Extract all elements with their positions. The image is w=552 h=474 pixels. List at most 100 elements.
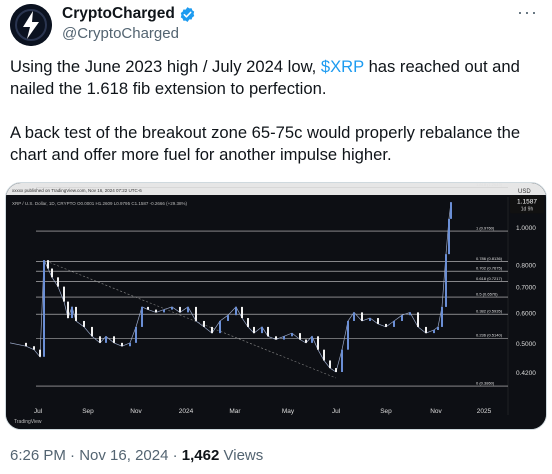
candle xyxy=(147,306,149,310)
y-tick-label: 0.5000 xyxy=(516,341,536,348)
candle xyxy=(393,320,395,327)
x-tick-label: Mar xyxy=(229,408,241,415)
candle xyxy=(267,326,269,337)
candle xyxy=(25,342,27,347)
candle xyxy=(417,312,419,327)
price-badge-value: 1.1587 xyxy=(517,198,537,205)
y-tick-label: 0.7000 xyxy=(516,285,536,292)
candle xyxy=(187,306,189,313)
candle xyxy=(341,349,343,372)
candle xyxy=(91,326,93,337)
bolt-icon xyxy=(10,4,52,46)
separator-dot: · xyxy=(172,447,182,464)
fib-level-label: 0.236 (0.5140) xyxy=(476,333,503,338)
candle xyxy=(203,320,205,327)
fib-level-label: 0.786 (0.8136) xyxy=(476,256,503,261)
separator-dot: · xyxy=(70,447,80,464)
tweet-paragraph-2: A back test of the breakout zone 65-75c … xyxy=(10,123,521,164)
tweet-date[interactable]: Nov 16, 2024 xyxy=(79,447,169,464)
candle xyxy=(353,312,355,321)
currency-label: USD xyxy=(518,189,531,195)
verified-badge-icon xyxy=(180,6,195,22)
candle xyxy=(171,306,173,310)
candle xyxy=(448,218,450,255)
candle xyxy=(425,326,427,334)
symbol-line: XRP / U.S. Dollar, 1D, CRYPTO O0.0001 H1… xyxy=(12,201,187,206)
fib-level-label: 0.702 (0.7675) xyxy=(476,266,503,271)
y-tick-label: 0.6000 xyxy=(516,310,536,317)
tweet-time[interactable]: 6:26 PM xyxy=(10,447,66,464)
fib-level-label: 1 (0.9760) xyxy=(476,226,495,231)
candle xyxy=(377,318,379,324)
candle xyxy=(67,301,69,319)
candle xyxy=(401,315,403,321)
author-handle[interactable]: @CryptoCharged xyxy=(62,25,179,42)
tradingview-logo: TradingView xyxy=(14,419,42,425)
candle xyxy=(291,333,293,337)
x-tick-label: Sep xyxy=(82,408,94,415)
candle xyxy=(33,346,35,350)
x-tick-label: Jul xyxy=(332,408,341,415)
candle xyxy=(99,336,101,343)
candle xyxy=(163,309,165,313)
candle xyxy=(253,326,255,334)
candle xyxy=(385,323,387,327)
candle xyxy=(47,260,49,269)
candle xyxy=(63,286,65,302)
tweet-paragraph-1: Using the June 2023 high / July 2024 low… xyxy=(10,57,520,98)
trend-dashed-line xyxy=(45,260,337,379)
candle xyxy=(361,312,363,321)
candle xyxy=(155,309,157,313)
views-count: 1,462 xyxy=(181,447,220,464)
candle xyxy=(433,329,435,334)
tweet-text: Using the June 2023 high / July 2024 low… xyxy=(10,56,545,188)
y-tick-label: 1.0000 xyxy=(516,225,536,232)
candle xyxy=(57,277,59,287)
x-tick-label: 2025 xyxy=(477,408,492,415)
candle xyxy=(39,349,41,357)
price-chart: xxxxx published on TradingView.com, Nov … xyxy=(6,183,546,429)
candle xyxy=(75,306,77,321)
candle xyxy=(83,320,85,327)
chart-image[interactable]: xxxxx published on TradingView.com, Nov … xyxy=(5,182,547,430)
chart-header-text: xxxxx published on TradingView.com, Nov … xyxy=(12,188,142,193)
y-tick-label: 0.4200 xyxy=(516,370,536,377)
chart-header-bar xyxy=(6,183,546,195)
price-badge-bg xyxy=(510,195,544,214)
candle xyxy=(241,306,243,319)
x-tick-label: Jul xyxy=(34,408,43,415)
candle xyxy=(105,336,107,343)
candle xyxy=(275,336,277,340)
cashtag-link[interactable]: $XRP xyxy=(320,57,364,76)
price-badge-sub: 1d 9h xyxy=(521,206,534,212)
chart-background xyxy=(6,183,546,429)
fib-level-label: 0.382 (0.5935) xyxy=(476,309,503,314)
candle xyxy=(283,336,285,340)
candle xyxy=(347,320,349,350)
candle xyxy=(409,312,411,316)
candle xyxy=(305,339,307,343)
tweet-footer: 6:26 PM · Nov 16, 2024 · 1,462 Views xyxy=(10,447,263,464)
candle xyxy=(227,315,229,321)
candle xyxy=(335,368,337,372)
candle xyxy=(261,326,263,334)
candle xyxy=(211,326,213,334)
candle xyxy=(317,336,319,350)
avatar[interactable] xyxy=(10,4,52,46)
candle xyxy=(51,268,53,278)
author-row: CryptoCharged xyxy=(62,5,196,23)
y-tick-label: 0.8000 xyxy=(516,262,536,269)
candle xyxy=(441,306,443,327)
x-tick-label: 2024 xyxy=(179,408,194,415)
x-tick-label: Nov xyxy=(430,408,442,415)
candle xyxy=(329,360,331,369)
author-name[interactable]: CryptoCharged xyxy=(62,5,175,22)
more-options-icon[interactable]: ··· xyxy=(517,2,538,22)
x-tick-label: May xyxy=(282,408,295,415)
candle xyxy=(179,306,181,313)
candle xyxy=(219,320,221,334)
candle xyxy=(247,318,249,327)
candle xyxy=(235,306,237,316)
candle xyxy=(450,202,452,219)
x-tick-label: Sep xyxy=(380,408,392,415)
